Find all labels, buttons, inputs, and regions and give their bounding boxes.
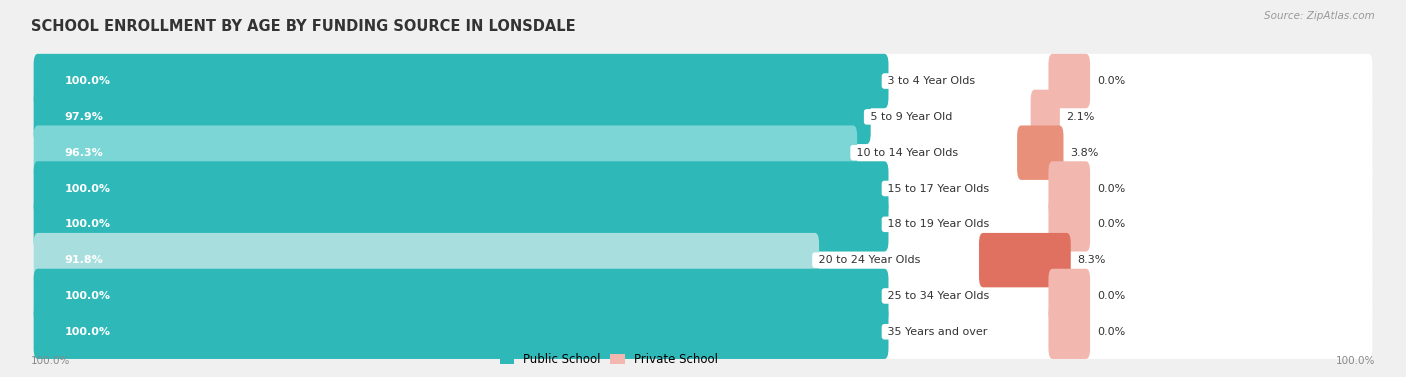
FancyBboxPatch shape: [1049, 161, 1090, 216]
Text: 0.0%: 0.0%: [1097, 76, 1125, 86]
Text: 3.8%: 3.8%: [1070, 148, 1098, 158]
FancyBboxPatch shape: [34, 54, 889, 108]
FancyBboxPatch shape: [34, 197, 1372, 251]
Text: 25 to 34 Year Olds: 25 to 34 Year Olds: [884, 291, 993, 301]
FancyBboxPatch shape: [34, 90, 1372, 144]
FancyBboxPatch shape: [34, 161, 1372, 216]
Text: 0.0%: 0.0%: [1097, 184, 1125, 193]
FancyBboxPatch shape: [34, 233, 1372, 287]
Legend: Public School, Private School: Public School, Private School: [499, 353, 718, 366]
FancyBboxPatch shape: [34, 233, 820, 287]
Text: 3 to 4 Year Olds: 3 to 4 Year Olds: [884, 76, 979, 86]
Text: 0.0%: 0.0%: [1097, 291, 1125, 301]
Text: 91.8%: 91.8%: [65, 255, 103, 265]
FancyBboxPatch shape: [1049, 54, 1090, 108]
Text: 15 to 17 Year Olds: 15 to 17 Year Olds: [884, 184, 993, 193]
FancyBboxPatch shape: [34, 269, 889, 323]
Text: SCHOOL ENROLLMENT BY AGE BY FUNDING SOURCE IN LONSDALE: SCHOOL ENROLLMENT BY AGE BY FUNDING SOUR…: [31, 19, 575, 34]
FancyBboxPatch shape: [1049, 197, 1090, 251]
Text: 100.0%: 100.0%: [65, 184, 111, 193]
Text: 97.9%: 97.9%: [65, 112, 104, 122]
FancyBboxPatch shape: [1049, 305, 1090, 359]
Text: 0.0%: 0.0%: [1097, 219, 1125, 229]
FancyBboxPatch shape: [1017, 126, 1063, 180]
FancyBboxPatch shape: [34, 305, 889, 359]
Text: 100.0%: 100.0%: [65, 327, 111, 337]
Text: 100.0%: 100.0%: [31, 356, 70, 366]
Text: 35 Years and over: 35 Years and over: [884, 327, 991, 337]
FancyBboxPatch shape: [34, 90, 870, 144]
Text: 100.0%: 100.0%: [65, 76, 111, 86]
FancyBboxPatch shape: [1049, 269, 1090, 323]
Text: 2.1%: 2.1%: [1067, 112, 1095, 122]
Text: 96.3%: 96.3%: [65, 148, 103, 158]
Text: 100.0%: 100.0%: [65, 219, 111, 229]
Text: 18 to 19 Year Olds: 18 to 19 Year Olds: [884, 219, 993, 229]
FancyBboxPatch shape: [34, 54, 1372, 108]
FancyBboxPatch shape: [1031, 90, 1060, 144]
FancyBboxPatch shape: [979, 233, 1071, 287]
Text: 20 to 24 Year Olds: 20 to 24 Year Olds: [815, 255, 924, 265]
Text: Source: ZipAtlas.com: Source: ZipAtlas.com: [1264, 11, 1375, 21]
FancyBboxPatch shape: [34, 269, 1372, 323]
FancyBboxPatch shape: [34, 126, 858, 180]
Text: 8.3%: 8.3%: [1077, 255, 1107, 265]
Text: 100.0%: 100.0%: [1336, 356, 1375, 366]
Text: 10 to 14 Year Olds: 10 to 14 Year Olds: [853, 148, 962, 158]
FancyBboxPatch shape: [34, 161, 889, 216]
Text: 100.0%: 100.0%: [65, 291, 111, 301]
FancyBboxPatch shape: [34, 126, 1372, 180]
Text: 5 to 9 Year Old: 5 to 9 Year Old: [866, 112, 956, 122]
Text: 0.0%: 0.0%: [1097, 327, 1125, 337]
FancyBboxPatch shape: [34, 305, 1372, 359]
FancyBboxPatch shape: [34, 197, 889, 251]
